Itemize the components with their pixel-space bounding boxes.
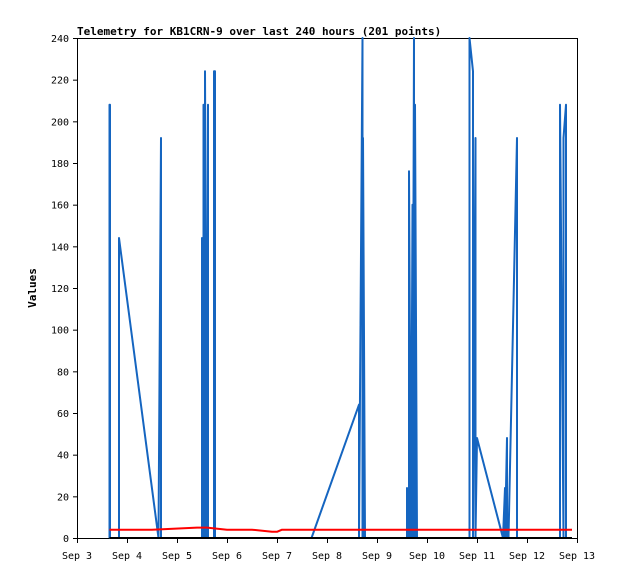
y-tick-label: 240 (51, 34, 69, 45)
x-tick-label: Sep 6 (212, 551, 242, 562)
x-tick-label: Sep 3 (62, 551, 92, 562)
series-line-1 (109, 526, 572, 533)
y-tick-label: 220 (51, 76, 69, 87)
x-tick-label: Sep 7 (262, 551, 292, 562)
plot-frame (77, 38, 578, 539)
y-tick-label: 60 (57, 409, 69, 420)
y-tick-label: 20 (57, 492, 69, 503)
x-tick-label: Sep 10 (409, 551, 445, 562)
x-axis: Sep 3 Sep 4 Sep 5 Sep 6 Sep 7 Sep 8 Sep 9 Sep 1… (62, 538, 595, 562)
y-tick-label: 200 (51, 117, 69, 128)
x-tick-label: Sep 11 (459, 551, 495, 562)
y-axis-label: Values (26, 268, 39, 308)
y-tick-label: 140 (51, 242, 69, 253)
y-axis: 0 20 40 60 80 100 120 140 160 180 200 220 240 (51, 34, 77, 545)
y-tick-label: 100 (51, 326, 69, 337)
x-tick-label: Sep 9 (362, 551, 392, 562)
y-tick-label: 160 (51, 201, 69, 212)
x-tick-label: Sep 5 (162, 551, 192, 562)
x-tick-label: Sep 8 (312, 551, 342, 562)
y-tick-label: 120 (51, 284, 69, 295)
y-tick-label: 0 (63, 534, 69, 545)
y-tick-label: 80 (57, 367, 69, 378)
chart-title: Telemetry for KB1CRN-9 over last 240 hou… (77, 25, 441, 38)
y-tick-label: 40 (57, 451, 69, 462)
series-group (108, 37, 572, 539)
x-tick-label: Sep 13 (559, 551, 595, 562)
y-tick-label: 180 (51, 159, 69, 170)
x-tick-label: Sep 4 (112, 551, 142, 562)
x-tick-label: Sep 12 (509, 551, 545, 562)
series-line-0 (108, 37, 567, 539)
